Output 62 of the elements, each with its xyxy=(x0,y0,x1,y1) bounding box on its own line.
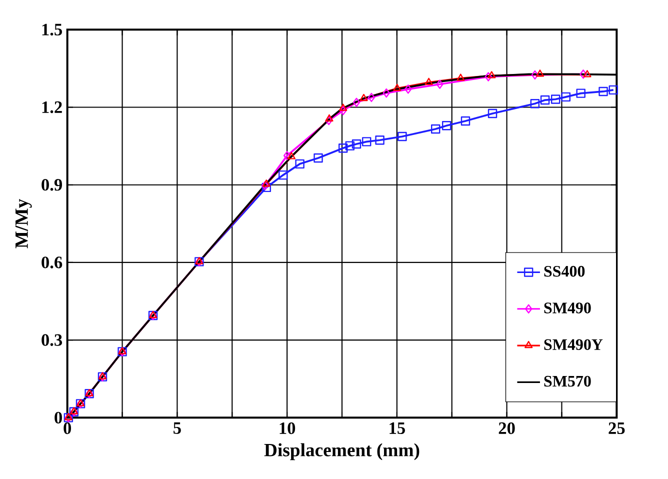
point xyxy=(382,88,390,98)
y-tick-label: 1.2 xyxy=(42,101,62,114)
point xyxy=(598,86,608,96)
point xyxy=(608,85,618,95)
point xyxy=(536,70,544,77)
y-axis-title: M/My xyxy=(15,198,32,248)
point xyxy=(583,70,592,78)
y-tick-label: 0.3 xyxy=(42,334,62,346)
point xyxy=(561,92,571,102)
legend-label: SM570 xyxy=(544,376,591,387)
point xyxy=(262,179,270,187)
x-tick-label: 20 xyxy=(498,422,515,434)
point xyxy=(287,152,296,160)
point xyxy=(431,124,440,134)
x-axis-title: Displacement (mm) xyxy=(264,443,420,460)
point xyxy=(442,121,452,130)
point xyxy=(360,94,368,102)
x-tick-label: 15 xyxy=(390,422,405,434)
point xyxy=(550,94,560,104)
point xyxy=(404,84,412,94)
legend-label: SS400 xyxy=(544,266,585,277)
point xyxy=(339,104,348,111)
point xyxy=(531,70,539,80)
point xyxy=(393,84,402,91)
point xyxy=(488,108,498,118)
point xyxy=(530,99,540,108)
point xyxy=(362,137,372,146)
point xyxy=(368,92,376,102)
y-tick-label: 0.6 xyxy=(42,256,62,268)
point xyxy=(580,70,587,79)
point xyxy=(325,116,332,126)
point xyxy=(436,80,444,89)
point xyxy=(456,74,465,81)
point xyxy=(340,106,347,116)
point xyxy=(325,114,334,122)
y-tick-label: 0.9 xyxy=(42,178,62,191)
y-tick-label: 0 xyxy=(54,412,62,424)
point xyxy=(488,71,496,78)
x-tick-label: 25 xyxy=(608,422,625,434)
point xyxy=(352,139,362,149)
x-tick-label: 10 xyxy=(280,422,296,434)
point xyxy=(262,182,272,192)
point xyxy=(375,136,384,145)
point xyxy=(398,132,407,142)
legend-label: SM490Y xyxy=(544,339,603,350)
x-tick-label: 0 xyxy=(64,422,72,434)
point xyxy=(484,72,492,82)
point xyxy=(352,98,360,107)
point xyxy=(460,116,470,126)
point xyxy=(278,170,288,180)
point xyxy=(261,181,269,190)
point xyxy=(283,151,291,160)
point xyxy=(314,153,323,163)
point xyxy=(338,144,348,153)
legend-label: SM490 xyxy=(544,302,591,314)
point xyxy=(424,78,433,86)
x-tick-label: 5 xyxy=(174,422,181,434)
point xyxy=(576,88,586,98)
point xyxy=(540,95,550,105)
point xyxy=(345,141,355,150)
point xyxy=(295,159,304,169)
y-tick-label: 1.5 xyxy=(42,24,62,36)
